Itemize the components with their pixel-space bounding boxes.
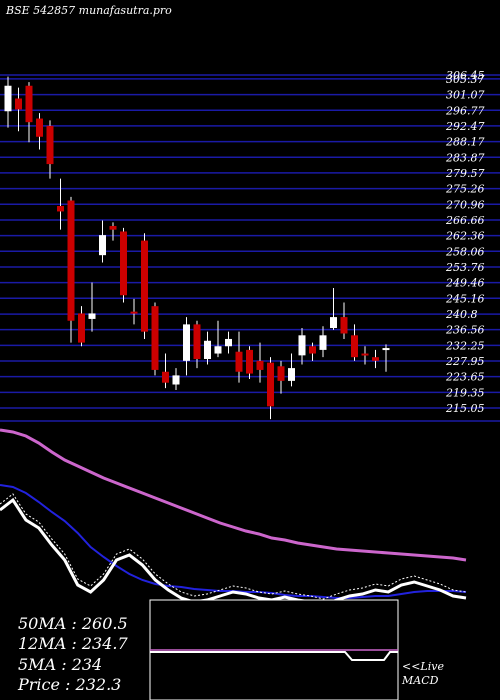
legend-ma50: 50MA : 260.5: [18, 614, 128, 633]
price-tick-label: 240.8: [445, 308, 478, 321]
macd-live-label: <<Live: [402, 660, 444, 673]
candle-bullish: [172, 375, 180, 385]
macd-label: MACD: [401, 674, 439, 687]
candle-bearish: [246, 349, 253, 374]
candle-bearish: [67, 200, 75, 321]
price-tick-label: 283.87: [445, 151, 485, 164]
macd-line: [150, 651, 398, 661]
candle-bullish: [319, 335, 327, 350]
price-tick-label: 232.25: [445, 339, 485, 352]
candle-bearish: [120, 231, 127, 296]
candle-bearish: [267, 362, 274, 407]
candle-bearish: [351, 335, 358, 358]
price-tick-label: 258.06: [445, 245, 485, 258]
price-tick-label: 249.46: [445, 277, 485, 290]
candle-bullish: [214, 346, 222, 354]
ma5-line: [0, 497, 467, 607]
candle-bearish: [36, 118, 43, 137]
ma-dotted-line: [0, 493, 467, 600]
candle-bearish: [141, 240, 148, 332]
candle-bullish: [183, 324, 190, 361]
candlestick-series: [4, 76, 390, 420]
price-tick-label: 296.77: [445, 104, 485, 117]
legend-ma5: 5MA : 234: [18, 655, 102, 674]
candle-bullish: [204, 340, 211, 359]
legend-price: Price : 232.3: [17, 675, 121, 694]
price-tick-label: 266.66: [445, 214, 485, 227]
candle-bearish: [78, 313, 85, 343]
candle-bearish: [309, 346, 316, 354]
price-tick-label: 279.57: [445, 167, 485, 180]
price-tick-label: 275.26: [445, 183, 485, 196]
chart-title: BSE 542857 munafasutra.pro: [5, 4, 172, 17]
candle-bullish: [382, 348, 390, 351]
candle-bearish: [277, 366, 285, 381]
price-tick-label: 288.17: [445, 136, 485, 149]
price-tick-label: 262.36: [445, 230, 485, 243]
candle-bearish: [256, 360, 264, 370]
candle-bullish: [88, 313, 96, 319]
candle-bearish: [57, 205, 64, 212]
moving-average-panel: [0, 428, 467, 607]
ma50-line: [0, 428, 467, 562]
price-tick-label: 219.35: [445, 386, 485, 399]
candle-bearish: [130, 311, 138, 314]
candle-bearish: [372, 357, 379, 361]
price-tick-label: 245.16: [445, 292, 485, 305]
candle-bullish: [288, 368, 295, 381]
candle-bearish: [109, 226, 117, 230]
candle-bearish: [235, 351, 243, 372]
candle-bearish: [15, 98, 22, 110]
price-tick-label: 236.56: [445, 324, 485, 337]
price-tick-label: 223.65: [445, 371, 485, 384]
legend-ma12: 12MA : 234.7: [18, 634, 128, 653]
price-tick-label: 292.47: [445, 120, 485, 133]
candle-bearish: [25, 85, 33, 123]
candle-bearish: [193, 324, 201, 359]
price-tick-label: 306.45: [446, 69, 485, 82]
candle-bullish: [298, 335, 306, 356]
candle-bullish: [99, 235, 106, 256]
candle-bearish: [151, 306, 159, 370]
price-tick-label: 270.96: [445, 198, 485, 211]
price-tick-label: 253.76: [445, 261, 485, 274]
candle-bullish: [225, 338, 232, 347]
candle-bearish: [361, 353, 369, 356]
candle-bullish: [4, 85, 12, 112]
price-grid: [0, 74, 500, 409]
price-tick-label: 227.95: [445, 355, 485, 368]
price-tick-label: 305.37: [446, 73, 485, 86]
candle-bearish: [340, 317, 348, 334]
candle-bullish: [330, 317, 337, 329]
price-tick-label: 301.07: [446, 89, 485, 102]
price-tick-label: 215.05: [445, 402, 485, 415]
candle-bearish: [46, 125, 54, 165]
candle-bearish: [162, 371, 169, 383]
ma12-line: [0, 484, 467, 599]
